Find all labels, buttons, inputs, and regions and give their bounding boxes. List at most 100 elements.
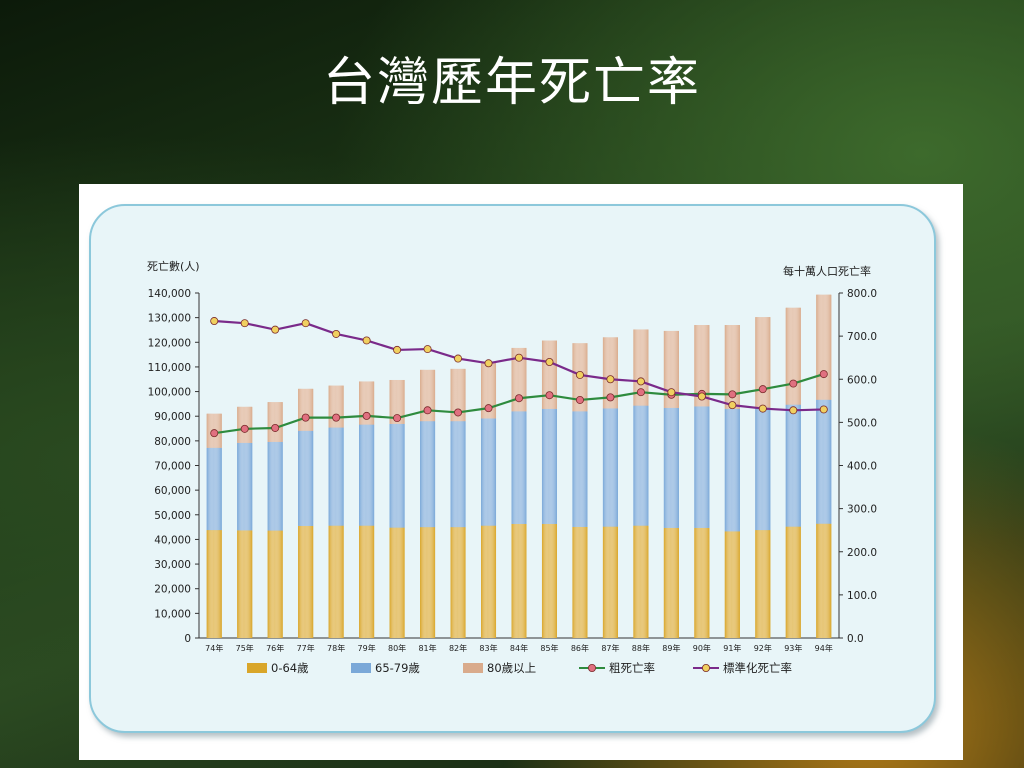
y2-tick-label: 600.0	[847, 374, 877, 386]
point-粗死亡率	[362, 411, 371, 420]
bar-shade	[389, 379, 405, 424]
y-tick-label: 120,000	[148, 337, 191, 349]
chart: 死亡數(人) 每十萬人口死亡率 0 10,000 20,000 30,000 40,000 5…	[147, 259, 877, 675]
bar-shade	[755, 407, 771, 531]
point-粗死亡率	[728, 390, 737, 399]
bar-shade	[663, 527, 679, 638]
point-粗死亡率	[514, 394, 523, 403]
point-粗死亡率	[758, 385, 767, 394]
point-粗死亡率	[789, 379, 798, 388]
y-tick-label: 110,000	[148, 362, 191, 374]
bar-shade	[694, 325, 710, 407]
bar-shade	[755, 317, 771, 408]
legend-swatch	[463, 663, 483, 673]
x-tick-label: 86年	[571, 643, 589, 653]
bar-shade	[572, 411, 588, 527]
legend-label: 80歲以上	[487, 661, 536, 675]
bar-shade	[785, 526, 801, 638]
point-粗死亡率	[240, 424, 249, 433]
y-tick-label: 80,000	[154, 436, 191, 448]
y-tick-label: 40,000	[154, 534, 191, 546]
bar-shade	[663, 407, 679, 528]
point-標準化死亡率	[301, 319, 310, 328]
bar-shade	[602, 526, 618, 638]
point-標準化死亡率	[332, 329, 341, 338]
y-tick-label: 70,000	[154, 461, 191, 473]
point-粗死亡率	[575, 395, 584, 404]
y2-tick-label: 0.0	[847, 633, 864, 645]
bar-shade	[572, 526, 588, 638]
bar-shade	[724, 325, 740, 409]
bar-shade	[511, 411, 527, 524]
bar-shade	[237, 530, 253, 638]
y-tick-label: 10,000	[154, 608, 191, 620]
y-tick-label: 30,000	[154, 559, 191, 571]
bar-shade	[328, 427, 344, 526]
bar-shade	[450, 421, 466, 528]
chart-panel: 死亡數(人) 每十萬人口死亡率 0 10,000 20,000 30,000 40,000 5…	[79, 184, 963, 760]
point-粗死亡率	[606, 393, 615, 402]
x-tick-label: 74年	[205, 643, 223, 653]
point-標準化死亡率	[484, 359, 493, 368]
point-標準化死亡率	[697, 392, 706, 401]
bar-shade	[359, 381, 375, 425]
y-tick-label: 100,000	[148, 387, 191, 399]
point-標準化死亡率	[636, 377, 645, 386]
point-標準化死亡率	[545, 357, 554, 366]
bar-shade	[450, 527, 466, 638]
x-tick-label: 89年	[662, 643, 680, 653]
bar-shade	[541, 523, 557, 638]
point-標準化死亡率	[240, 319, 249, 328]
point-粗死亡率	[271, 423, 280, 432]
point-粗死亡率	[393, 414, 402, 423]
bar-shade	[785, 307, 801, 405]
bar-shade	[267, 402, 283, 442]
bar-shade	[816, 399, 832, 524]
point-標準化死亡率	[575, 370, 584, 379]
bar-shade	[420, 527, 436, 638]
bar-shade	[298, 388, 314, 431]
bar-shade	[755, 530, 771, 638]
bar-shade	[816, 294, 832, 400]
y-tick-label: 140,000	[148, 288, 191, 300]
bar-shade	[359, 525, 375, 638]
slide-title: 台灣歷年死亡率	[322, 53, 701, 113]
bar-shade	[328, 525, 344, 638]
bar-shade	[602, 408, 618, 527]
y-tick-label: 20,000	[154, 584, 191, 596]
bar-shade	[206, 447, 222, 531]
x-tick-label: 88年	[632, 643, 650, 653]
point-標準化死亡率	[667, 388, 676, 397]
x-tick-label: 80年	[388, 643, 406, 653]
point-粗死亡率	[301, 413, 310, 422]
point-粗死亡率	[545, 391, 554, 400]
point-粗死亡率	[636, 388, 645, 397]
bar-shade	[267, 441, 283, 531]
point-粗死亡率	[210, 429, 219, 438]
bar-shade	[267, 530, 283, 638]
x-tick-label: 94年	[815, 643, 833, 653]
point-粗死亡率	[454, 408, 463, 417]
bar-shade	[450, 368, 466, 422]
point-粗死亡率	[423, 406, 432, 415]
bar-shade	[359, 424, 375, 526]
legend-label: 標準化死亡率	[723, 661, 792, 675]
point-粗死亡率	[484, 404, 493, 413]
bar-shade	[541, 408, 557, 524]
point-標準化死亡率	[362, 336, 371, 345]
y2-tick-label: 700.0	[847, 331, 877, 343]
y-tick-label: 90,000	[154, 411, 191, 423]
bar-shade	[724, 531, 740, 638]
bar-shade	[206, 530, 222, 638]
bar-shade	[724, 408, 740, 532]
bar-shade	[481, 418, 497, 526]
legend-swatch	[351, 663, 371, 673]
point-標準化死亡率	[423, 345, 432, 354]
bar-shade	[633, 405, 649, 526]
y2-tick-label: 800.0	[847, 288, 877, 300]
x-tick-label: 93年	[784, 643, 802, 653]
legend-marker	[702, 663, 711, 672]
bar-shade	[511, 523, 527, 638]
bar-shade	[633, 329, 649, 406]
bar-shade	[785, 404, 801, 527]
